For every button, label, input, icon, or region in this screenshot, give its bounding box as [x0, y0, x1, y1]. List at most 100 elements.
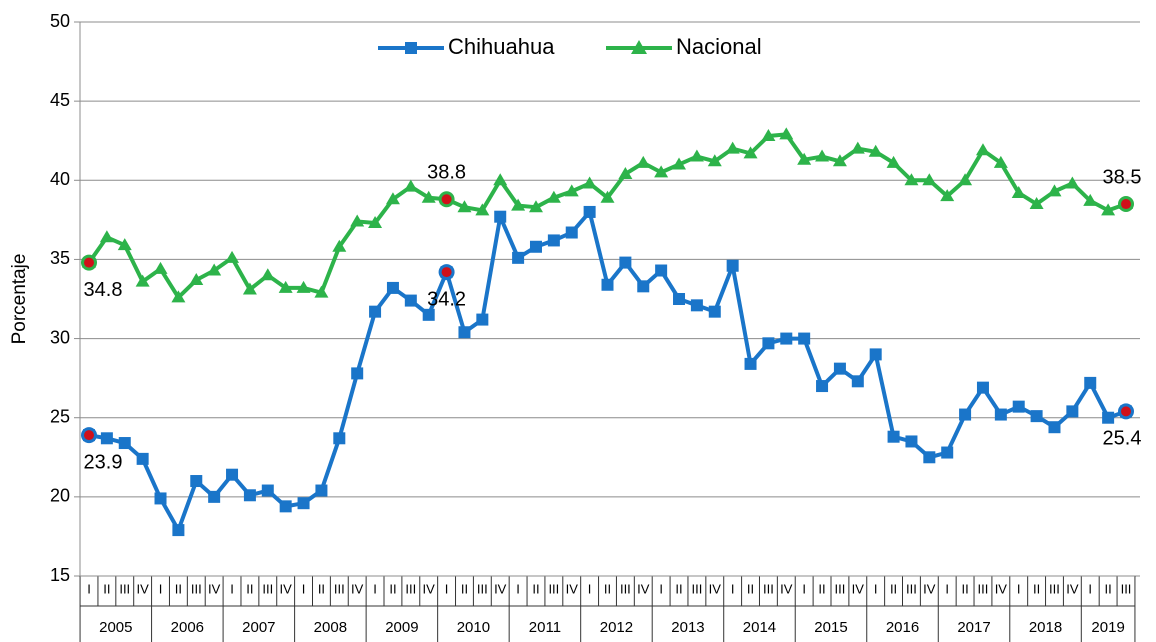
marker [190, 475, 203, 488]
year-label: 2007 [242, 619, 275, 636]
marker [529, 240, 542, 253]
x-tick-label: I [659, 581, 663, 596]
x-tick-label: I [373, 581, 377, 596]
y-tick-label: 40 [50, 169, 70, 189]
marker [993, 155, 1008, 168]
legend-marker [631, 40, 647, 54]
marker [958, 173, 973, 186]
year-label: 2005 [99, 619, 132, 636]
marker [744, 357, 757, 370]
x-tick-label: IV [780, 581, 793, 596]
x-tick-label: I [302, 581, 306, 596]
x-tick-label: I [802, 581, 806, 596]
x-tick-label: I [230, 581, 234, 596]
legend-label: Chihuahua [448, 34, 555, 59]
year-label: 2015 [814, 619, 847, 636]
legend-marker [405, 42, 417, 54]
marker [476, 313, 489, 326]
marker [815, 149, 830, 162]
marker [546, 190, 561, 203]
marker [761, 128, 776, 141]
x-tick-label: I [516, 581, 520, 596]
marker [475, 203, 490, 216]
marker [636, 155, 651, 168]
marker [315, 484, 328, 497]
marker [1066, 405, 1079, 418]
x-tick-label: II [461, 581, 468, 596]
marker [422, 308, 435, 321]
highlight-point-center [84, 430, 94, 441]
x-tick-label: IV [995, 581, 1008, 596]
marker [457, 200, 472, 213]
y-tick-label: 35 [50, 248, 70, 268]
marker [1102, 411, 1115, 424]
marker [225, 250, 240, 263]
data-label: 38.8 [427, 162, 466, 184]
x-tick-label: III [548, 581, 559, 596]
x-tick-label: I [87, 581, 91, 596]
y-tick-label: 25 [50, 406, 70, 426]
x-tick-label: IV [351, 581, 364, 596]
marker [333, 432, 346, 445]
marker [135, 274, 150, 287]
marker [1030, 410, 1043, 423]
marker [850, 141, 865, 154]
x-tick-label: II [747, 581, 754, 596]
marker [654, 165, 669, 178]
x-tick-label: IV [923, 581, 936, 596]
marker [1065, 176, 1080, 189]
x-tick-label: II [961, 581, 968, 596]
marker [707, 154, 722, 167]
x-tick-label: II [103, 581, 110, 596]
x-tick-label: IV [852, 581, 865, 596]
marker [297, 497, 310, 510]
year-label: 2013 [671, 619, 704, 636]
marker [762, 337, 775, 350]
marker [172, 524, 185, 537]
marker [618, 166, 633, 179]
x-tick-label: III [477, 581, 488, 596]
x-tick-label: I [445, 581, 449, 596]
data-label: 23.9 [84, 451, 123, 473]
marker [905, 435, 918, 448]
marker [261, 484, 274, 497]
x-tick-label: IV [709, 581, 722, 596]
marker [708, 305, 721, 318]
x-tick-label: I [1088, 581, 1092, 596]
marker [655, 264, 668, 277]
marker [922, 173, 937, 186]
marker [208, 490, 221, 503]
x-tick-label: I [588, 581, 592, 596]
marker [601, 278, 614, 291]
marker [528, 200, 543, 213]
x-tick-label: II [818, 581, 825, 596]
x-tick-label: II [1033, 581, 1040, 596]
marker [923, 451, 936, 464]
year-label: 2016 [886, 619, 919, 636]
y-tick-label: 20 [50, 486, 70, 506]
legend-label: Nacional [676, 34, 762, 59]
x-tick-label: I [159, 581, 163, 596]
marker [117, 238, 132, 251]
marker [637, 280, 650, 293]
marker [226, 468, 239, 481]
y-tick-label: 45 [50, 90, 70, 110]
x-tick-label: I [945, 581, 949, 596]
marker [869, 348, 882, 361]
data-label: 38.5 [1103, 166, 1142, 188]
marker [726, 259, 739, 272]
x-tick-label: II [246, 581, 253, 596]
year-label: 2014 [743, 619, 776, 636]
marker [690, 299, 703, 312]
marker [672, 157, 687, 170]
x-tick-label: III [191, 581, 202, 596]
marker [780, 332, 793, 345]
marker [959, 408, 972, 421]
x-tick-label: II [675, 581, 682, 596]
x-tick-label: II [318, 581, 325, 596]
marker [421, 190, 436, 203]
x-tick-label: III [119, 581, 130, 596]
marker [564, 184, 579, 197]
marker [404, 294, 417, 307]
